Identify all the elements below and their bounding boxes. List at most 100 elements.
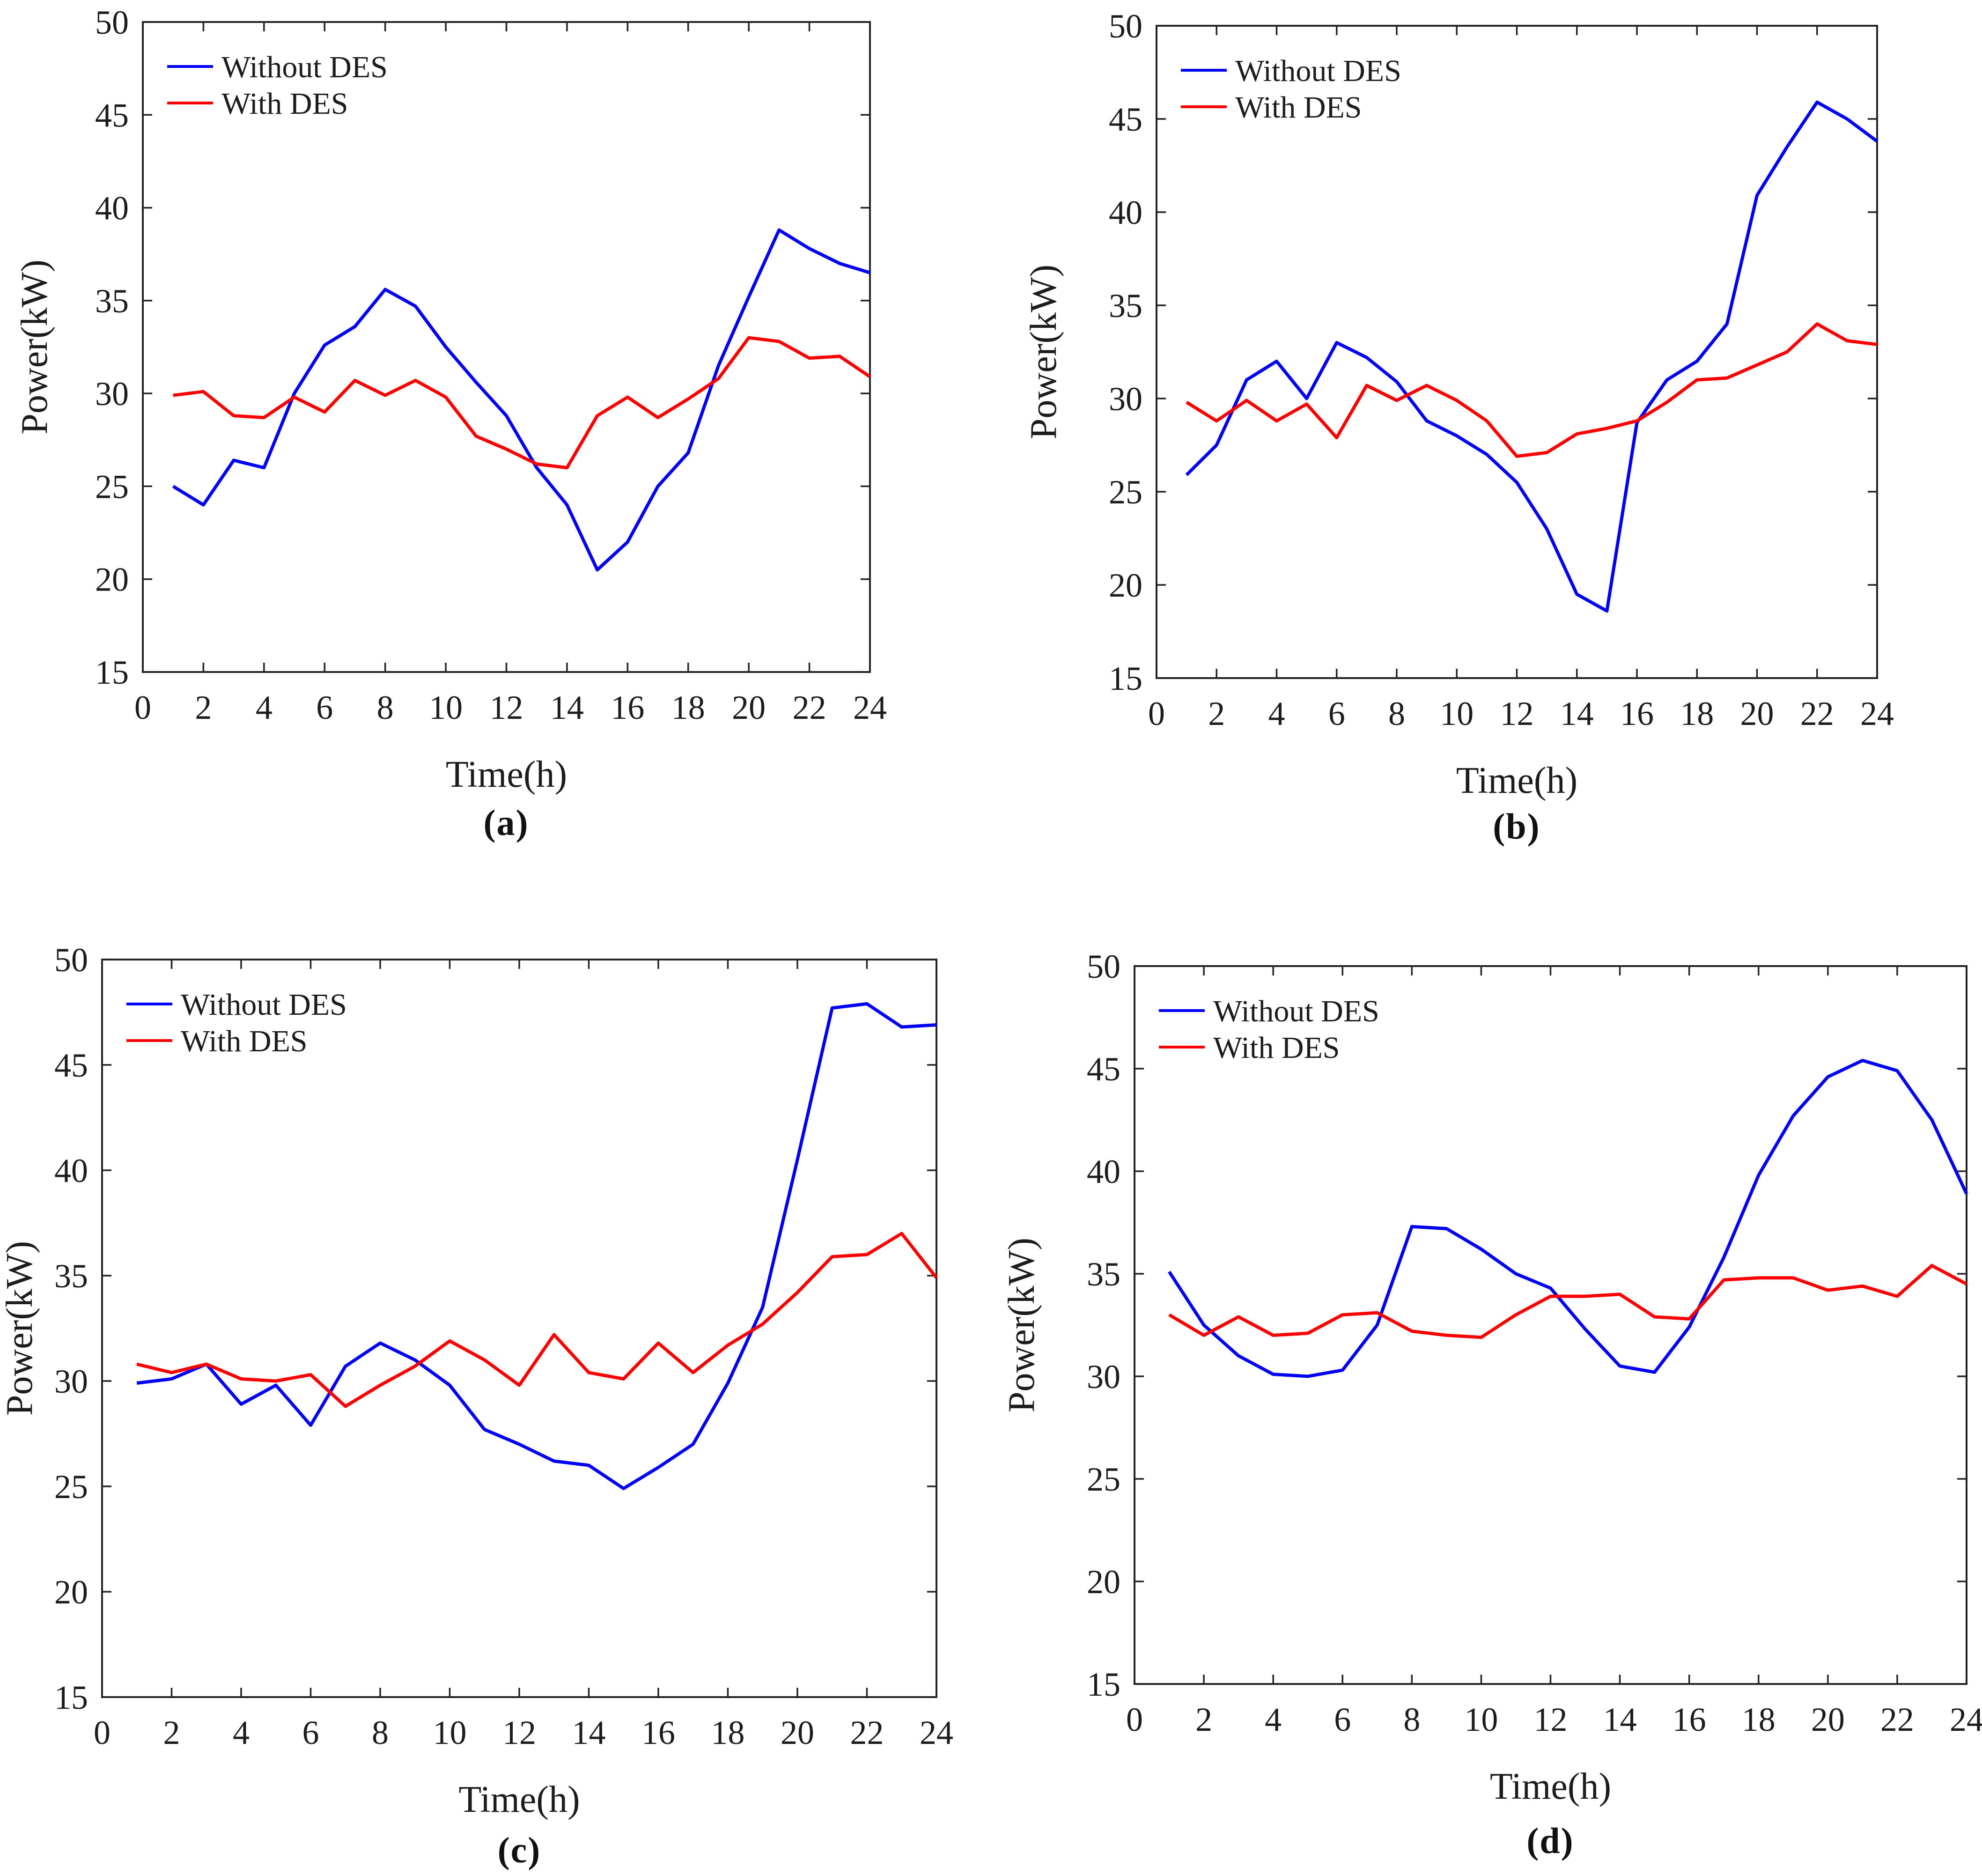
y-axis-label: Power(kW) <box>1001 1238 1042 1412</box>
x-tick-label: 20 <box>781 1714 814 1751</box>
x-tick-label: 16 <box>1620 695 1654 732</box>
y-tick-label: 35 <box>95 282 129 320</box>
x-tick-label: 20 <box>1811 1701 1845 1738</box>
y-axis-label: Power(kW) <box>0 1241 40 1416</box>
x-tick-label: 16 <box>1673 1701 1706 1738</box>
x-tick-label: 16 <box>611 689 644 726</box>
x-tick-label: 24 <box>920 1714 953 1751</box>
y-tick-label: 45 <box>1087 1050 1120 1088</box>
x-tick-label: 22 <box>1880 1701 1914 1738</box>
y-tick-label: 20 <box>95 561 129 598</box>
x-tick-label: 24 <box>853 689 887 726</box>
x-tick-label: 10 <box>1440 695 1474 732</box>
x-tick-label: 4 <box>233 1714 250 1751</box>
series-line-with-des <box>1168 1263 1967 1339</box>
x-tick-label: 8 <box>1403 1701 1420 1738</box>
x-tick-label: 4 <box>256 689 273 726</box>
x-axis-label: Time(h) <box>446 754 567 795</box>
chart-c: 0 2 4 6 8 10 12 14 16 18 20 22 241520253035404550Tim… <box>0 941 953 1820</box>
y-tick-label: 50 <box>54 941 88 979</box>
x-axis-label: Time(h) <box>1456 760 1577 801</box>
y-tick-label: 25 <box>54 1468 88 1506</box>
chart-b: 0 2 4 6 8 10 12 14 16 18 20 22 241520253035404550Tim… <box>1023 7 1894 801</box>
x-tick-label: 12 <box>490 689 523 726</box>
plot-box <box>101 959 937 1698</box>
x-tick-label: 0 <box>94 1714 111 1751</box>
x-tick-label: 22 <box>850 1714 884 1751</box>
x-tick-label: 10 <box>433 1714 467 1751</box>
y-tick-label: 50 <box>95 4 129 41</box>
legend-label-without-des: Without DES <box>1213 994 1379 1028</box>
x-tick-label: 2 <box>1195 1701 1212 1738</box>
y-tick-label: 40 <box>54 1152 88 1189</box>
x-tick-label: 8 <box>372 1714 389 1751</box>
y-tick-label: 40 <box>1109 194 1142 231</box>
x-tick-label: 0 <box>134 689 151 726</box>
y-tick-label: 40 <box>1087 1153 1120 1190</box>
y-axis-label: Power(kW) <box>14 259 55 434</box>
series-line-with-des <box>1186 322 1878 458</box>
x-tick-label: 6 <box>302 1714 319 1751</box>
y-tick-label: 35 <box>1109 287 1142 325</box>
x-tick-label: 10 <box>429 689 463 726</box>
legend-label-with-des: With DES <box>221 87 348 121</box>
x-tick-label: 0 <box>1148 695 1165 732</box>
x-tick-label: 22 <box>793 689 826 726</box>
y-tick-label: 15 <box>1109 660 1142 697</box>
x-tick-label: 24 <box>1860 695 1894 732</box>
y-tick-label: 15 <box>1087 1666 1120 1703</box>
y-tick-label: 20 <box>1087 1563 1120 1601</box>
x-tick-label: 4 <box>1265 1701 1282 1738</box>
series-line-without-des <box>1185 100 1879 613</box>
series-line-with-des <box>173 336 871 470</box>
y-axis-label: Power(kW) <box>1023 265 1064 439</box>
y-tick-label: 45 <box>54 1047 88 1084</box>
y-tick-label: 15 <box>95 654 129 691</box>
legend-label-with-des: With DES <box>181 1024 308 1058</box>
x-tick-label: 12 <box>1500 695 1534 732</box>
chart-caption-b: (b) <box>1493 806 1540 847</box>
x-axis-label: Time(h) <box>458 1779 580 1820</box>
chart-d: 0 2 4 6 8 10 12 14 16 18 20 22 241520253035404550Tim… <box>1001 948 1982 1807</box>
chart-caption-d: (d) <box>1526 1820 1574 1861</box>
series-line-without-des <box>1168 1058 1968 1378</box>
x-tick-label: 2 <box>163 1714 180 1751</box>
x-tick-label: 20 <box>1740 695 1774 732</box>
x-tick-label: 8 <box>377 689 394 726</box>
x-tick-label: 6 <box>1328 695 1345 732</box>
y-tick-label: 25 <box>1109 473 1142 511</box>
plot-box <box>1134 965 1967 1685</box>
x-tick-label: 12 <box>502 1714 536 1751</box>
x-tick-label: 16 <box>641 1714 675 1751</box>
x-tick-label: 2 <box>195 689 212 726</box>
x-tick-label: 24 <box>1950 1701 1982 1738</box>
y-tick-label: 35 <box>54 1257 88 1295</box>
y-tick-label: 25 <box>95 468 129 505</box>
y-tick-label: 40 <box>95 190 129 227</box>
series-line-without-des <box>172 228 871 572</box>
x-tick-label: 18 <box>1742 1701 1776 1738</box>
y-tick-label: 25 <box>1087 1461 1120 1498</box>
chart-caption-a: (a) <box>483 802 529 843</box>
y-tick-label: 15 <box>54 1679 88 1716</box>
legend-label-without-des: Without DES <box>221 50 388 84</box>
x-tick-label: 2 <box>1208 695 1225 732</box>
x-tick-label: 14 <box>1603 1701 1637 1738</box>
y-tick-label: 45 <box>95 96 129 134</box>
x-tick-label: 14 <box>1560 695 1594 732</box>
chart-caption-c: (c) <box>497 1830 541 1870</box>
y-tick-label: 30 <box>1109 380 1142 418</box>
y-tick-label: 30 <box>1087 1358 1120 1396</box>
y-tick-label: 30 <box>54 1363 88 1400</box>
y-tick-label: 30 <box>95 375 129 413</box>
x-tick-label: 6 <box>316 689 333 726</box>
x-tick-label: 6 <box>1334 1701 1351 1738</box>
chart-a: 0 2 4 6 8 10 12 14 16 18 20 22 241520253035404550Tim… <box>14 4 887 795</box>
legend-label-with-des: With DES <box>1213 1031 1340 1065</box>
series-line-with-des <box>136 1232 938 1408</box>
x-axis-label: Time(h) <box>1490 1766 1611 1807</box>
x-tick-label: 20 <box>732 689 766 726</box>
y-tick-label: 35 <box>1087 1256 1120 1293</box>
x-tick-label: 8 <box>1388 695 1405 732</box>
